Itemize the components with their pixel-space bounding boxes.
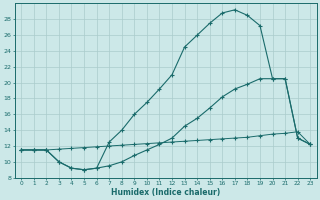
X-axis label: Humidex (Indice chaleur): Humidex (Indice chaleur) (111, 188, 220, 197)
